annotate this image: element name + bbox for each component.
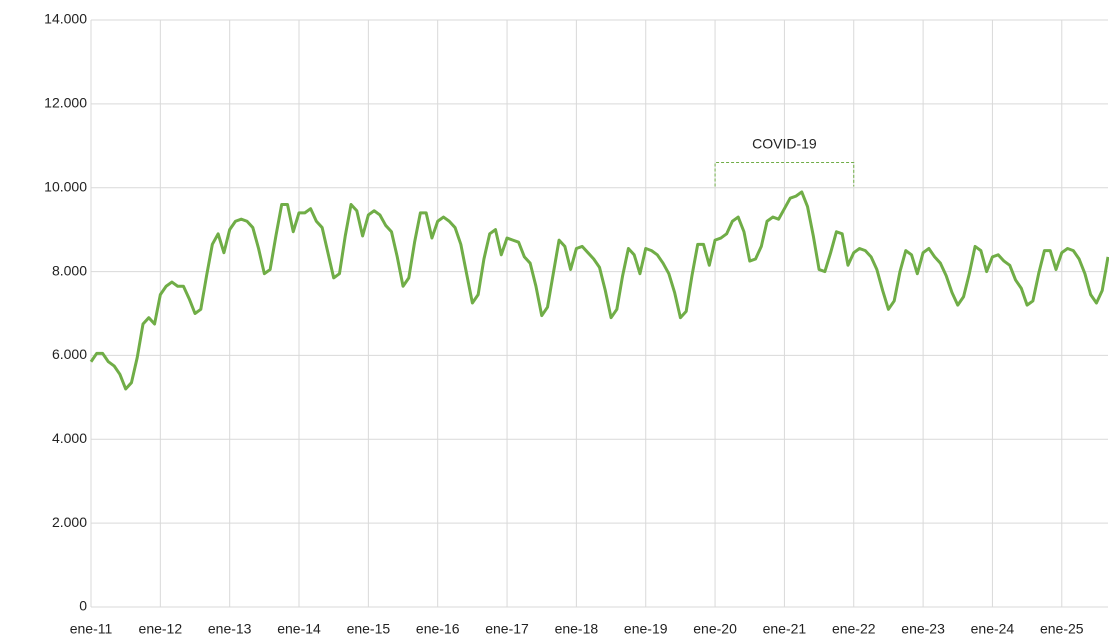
x-tick-label: ene-13 bbox=[208, 621, 252, 636]
x-tick-label: ene-11 bbox=[70, 621, 113, 636]
annotation-bracket bbox=[714, 162, 855, 187]
x-tick-label: ene-12 bbox=[139, 621, 183, 636]
x-tick-label: ene-19 bbox=[624, 621, 668, 636]
y-tick-label: 4.000 bbox=[52, 430, 87, 446]
y-tick-label: 0 bbox=[79, 598, 87, 614]
y-tick-label: 10.000 bbox=[44, 178, 87, 194]
x-tick-label: ene-21 bbox=[763, 621, 807, 636]
y-tick-label: 8.000 bbox=[52, 262, 87, 278]
y-tick-label: 2.000 bbox=[52, 514, 87, 530]
x-tick-label: ene-23 bbox=[901, 621, 945, 636]
x-tick-label: ene-18 bbox=[555, 621, 599, 636]
y-tick-label: 12.000 bbox=[44, 95, 87, 111]
x-tick-label: ene-25 bbox=[1040, 621, 1084, 636]
x-tick-label: ene-20 bbox=[693, 621, 737, 636]
x-tick-label: ene-22 bbox=[832, 621, 876, 636]
x-tick-label: ene-15 bbox=[347, 621, 391, 636]
x-tick-label: ene-24 bbox=[971, 621, 1015, 636]
annotation-text: COVID-19 bbox=[752, 135, 817, 151]
x-tick-label: ene-16 bbox=[416, 621, 460, 636]
y-tick-label: 6.000 bbox=[52, 346, 87, 362]
line bbox=[89, 190, 1109, 391]
x-tick-label: ene-17 bbox=[485, 621, 529, 636]
x-tick-label: ene-14 bbox=[277, 621, 321, 636]
y-tick-label: 14.000 bbox=[44, 11, 87, 27]
